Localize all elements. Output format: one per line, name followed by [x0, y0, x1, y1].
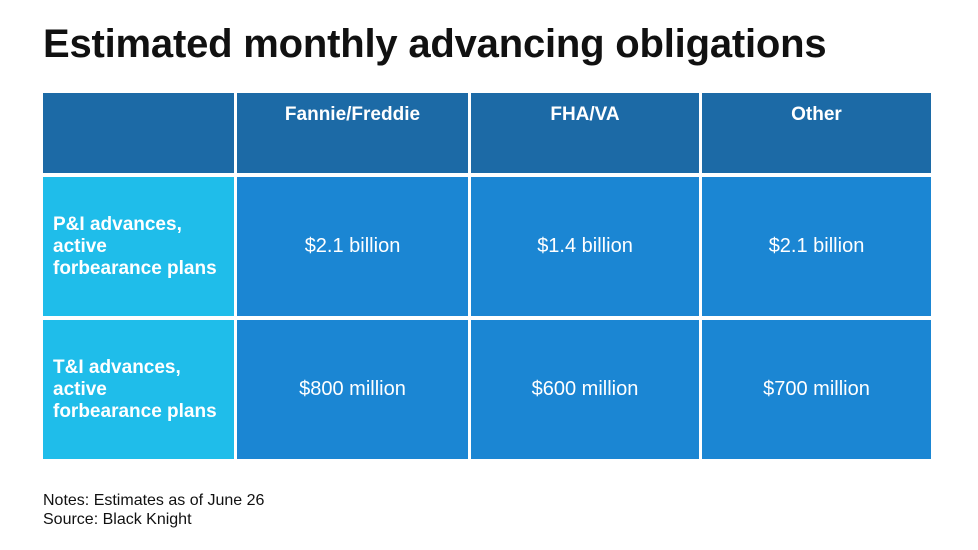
cell-ti-fannie-freddie: $800 million	[237, 320, 468, 459]
source-text: Source: Black Knight	[43, 511, 192, 528]
column-header-fannie-freddie: Fannie/Freddie	[237, 93, 468, 173]
column-header-other: Other	[702, 93, 931, 173]
cell-pi-other: $2.1 billion	[702, 177, 931, 316]
cell-pi-fannie-freddie: $2.1 billion	[237, 177, 468, 316]
cell-ti-fha-va: $600 million	[471, 320, 699, 459]
row-header-line: P&I advances,	[53, 213, 182, 235]
table-corner-cell	[43, 93, 234, 173]
row-header-line: forbearance plans	[53, 400, 217, 422]
row-header-line: forbearance plans	[53, 257, 217, 279]
chart-title: Estimated monthly advancing obligations	[43, 22, 827, 66]
cell-pi-fha-va: $1.4 billion	[471, 177, 699, 316]
row-header-line: active	[53, 235, 107, 257]
notes-text: Notes: Estimates as of June 26	[43, 492, 265, 509]
row-header-ti-advances: T&I advances, active forbearance plans	[43, 320, 234, 459]
cell-ti-other: $700 million	[702, 320, 931, 459]
row-header-line: T&I advances,	[53, 356, 181, 378]
column-header-fha-va: FHA/VA	[471, 93, 699, 173]
row-header-pi-advances: P&I advances, active forbearance plans	[43, 177, 234, 316]
data-table: Fannie/Freddie FHA/VA Other P&I advances…	[43, 93, 931, 465]
row-header-line: active	[53, 378, 107, 400]
footnotes: Notes: Estimates as of June 26 Source: B…	[43, 491, 264, 529]
